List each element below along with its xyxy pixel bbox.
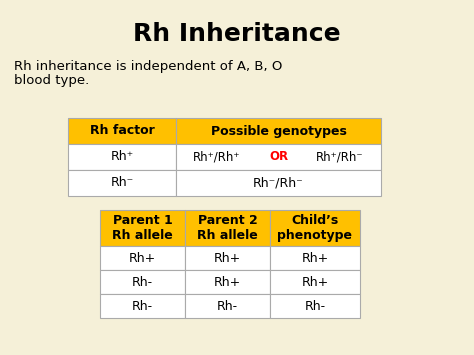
- Bar: [100, 210, 185, 246]
- Bar: [185, 270, 270, 294]
- Bar: [100, 270, 185, 294]
- Bar: [176, 170, 381, 196]
- Text: Rh⁺/Rh⁺: Rh⁺/Rh⁺: [193, 151, 241, 164]
- Text: OR: OR: [269, 151, 288, 164]
- Text: Rh-: Rh-: [304, 300, 326, 312]
- Bar: [185, 246, 270, 270]
- Text: Rh⁻: Rh⁻: [110, 176, 134, 190]
- Text: Rh⁺/Rh⁻: Rh⁺/Rh⁻: [316, 151, 364, 164]
- Bar: [185, 294, 270, 318]
- Text: Rh-: Rh-: [217, 300, 238, 312]
- Bar: [270, 270, 360, 294]
- Bar: [176, 144, 381, 170]
- Text: Rh factor: Rh factor: [90, 125, 155, 137]
- Text: Rh Inheritance: Rh Inheritance: [133, 22, 341, 46]
- Text: Rh⁻/Rh⁻: Rh⁻/Rh⁻: [253, 176, 304, 190]
- Bar: [68, 170, 176, 196]
- Bar: [270, 210, 360, 246]
- Text: Rh inheritance is independent of A, B, O: Rh inheritance is independent of A, B, O: [14, 60, 283, 73]
- Text: Rh+: Rh+: [301, 251, 328, 264]
- Bar: [68, 144, 176, 170]
- Bar: [68, 118, 176, 144]
- Bar: [185, 210, 270, 246]
- Text: Parent 2
Rh allele: Parent 2 Rh allele: [197, 214, 258, 242]
- Bar: [100, 294, 185, 318]
- Bar: [270, 246, 360, 270]
- Text: Child’s
phenotype: Child’s phenotype: [277, 214, 353, 242]
- Text: Rh+: Rh+: [301, 275, 328, 289]
- Bar: [100, 246, 185, 270]
- Text: Rh⁺: Rh⁺: [110, 151, 134, 164]
- Bar: [176, 118, 381, 144]
- Bar: [270, 294, 360, 318]
- Text: Possible genotypes: Possible genotypes: [210, 125, 346, 137]
- Text: Rh+: Rh+: [214, 275, 241, 289]
- Text: Rh+: Rh+: [129, 251, 156, 264]
- Text: Rh+: Rh+: [214, 251, 241, 264]
- Text: Rh-: Rh-: [132, 300, 153, 312]
- Text: Rh-: Rh-: [132, 275, 153, 289]
- Text: Parent 1
Rh allele: Parent 1 Rh allele: [112, 214, 173, 242]
- Text: blood type.: blood type.: [14, 74, 89, 87]
